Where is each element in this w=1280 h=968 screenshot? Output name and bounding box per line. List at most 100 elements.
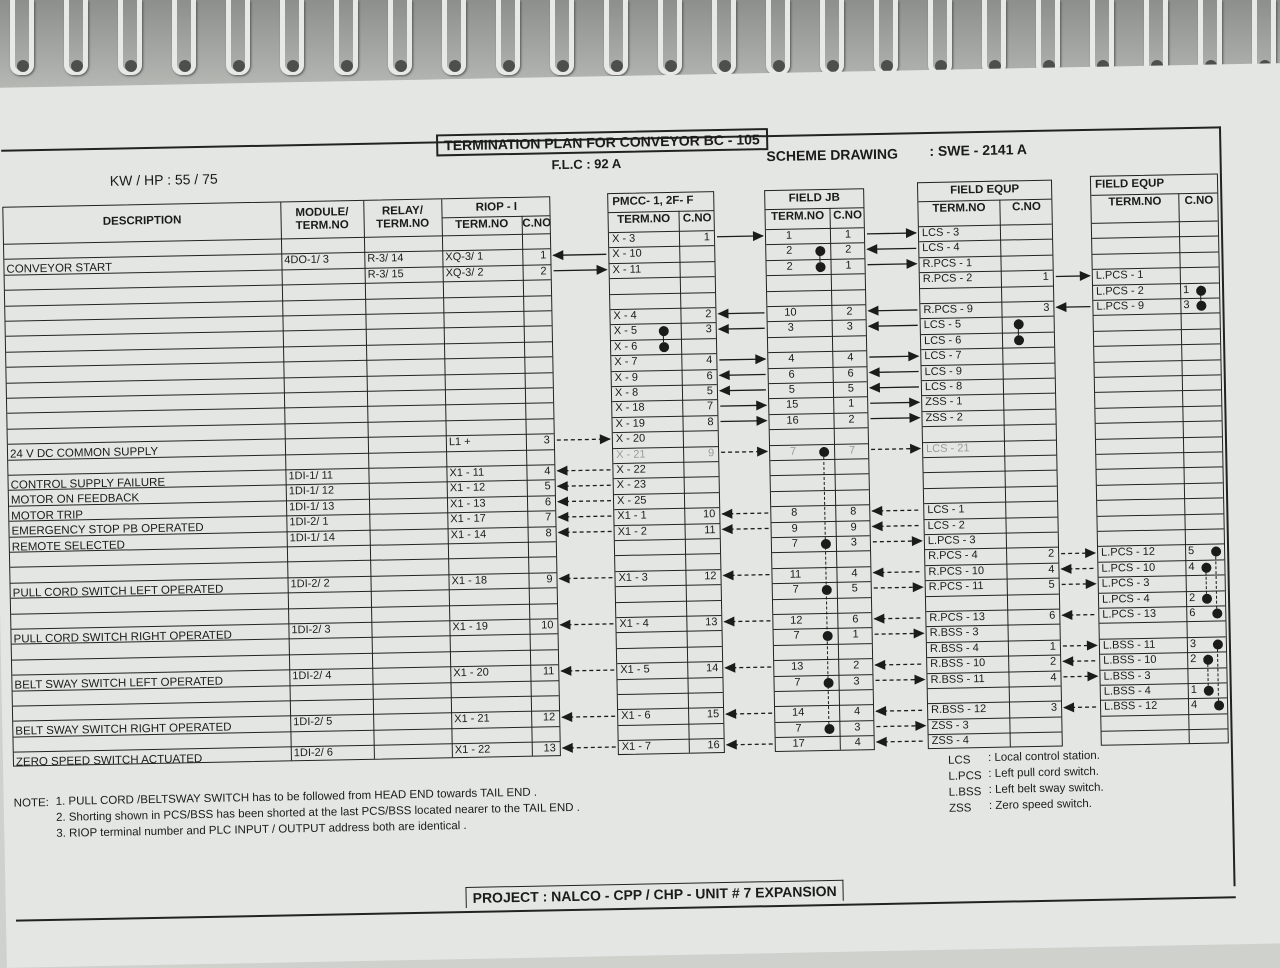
connection-arrow bbox=[720, 415, 768, 426]
connection-arrow bbox=[875, 706, 926, 717]
legend-abbr: ZSS bbox=[948, 802, 972, 815]
arrow-line bbox=[1061, 567, 1096, 570]
connection-arrow bbox=[870, 397, 921, 408]
arrow-head bbox=[718, 370, 730, 381]
connection-arrow bbox=[873, 582, 924, 593]
arrow-head bbox=[873, 613, 885, 624]
arrow-head bbox=[1055, 302, 1067, 313]
arrow-head bbox=[722, 570, 734, 581]
arrow-head bbox=[552, 250, 564, 261]
arrow-head bbox=[559, 619, 571, 630]
connection-arrow bbox=[723, 616, 771, 627]
legend-abbr: L.BSS bbox=[948, 786, 982, 799]
arrow-head bbox=[875, 736, 887, 747]
connection-arrow bbox=[1061, 548, 1097, 559]
arrow-head bbox=[1085, 578, 1097, 589]
binding-ring bbox=[334, 0, 358, 75]
binding-hole bbox=[719, 60, 731, 72]
arrow-line bbox=[1063, 660, 1098, 663]
arrow-head bbox=[1060, 563, 1072, 574]
connection-arrow bbox=[553, 264, 608, 275]
arrow-head bbox=[558, 573, 570, 584]
connection-arrow bbox=[722, 570, 770, 581]
arrow-head bbox=[1087, 671, 1099, 682]
arrow-head bbox=[1085, 548, 1097, 559]
legend-meaning: : Zero speed switch. bbox=[988, 797, 1092, 812]
connection-arrow bbox=[558, 573, 613, 584]
binding-ring bbox=[442, 0, 466, 75]
connection-arrow bbox=[1062, 640, 1098, 651]
connection-arrow bbox=[556, 434, 611, 445]
arrow-head bbox=[596, 264, 608, 275]
connection-arrow bbox=[720, 400, 768, 411]
binding-ring bbox=[658, 0, 682, 75]
binding-hole bbox=[881, 60, 893, 72]
binding-hole bbox=[287, 60, 299, 72]
arrow-head bbox=[913, 628, 925, 639]
arrow-head bbox=[875, 706, 887, 717]
arrow-head bbox=[1086, 640, 1098, 651]
connection-arrow bbox=[725, 708, 773, 719]
connection-arrow bbox=[871, 505, 922, 516]
notes-label: NOTE: bbox=[13, 797, 49, 810]
binding-hole bbox=[449, 60, 461, 72]
arrow-head bbox=[556, 481, 568, 492]
arrow-head bbox=[871, 521, 883, 532]
connection-arrow bbox=[1060, 563, 1096, 574]
connection-arrow bbox=[874, 659, 925, 670]
arrow-head bbox=[1079, 271, 1091, 282]
binding-hole bbox=[125, 60, 137, 72]
connection-arrow bbox=[719, 354, 767, 365]
connection-arrow bbox=[1063, 702, 1099, 713]
connection-arrow bbox=[721, 508, 769, 519]
binding-hole bbox=[503, 60, 515, 72]
arrow-head bbox=[906, 258, 918, 269]
arrow-head bbox=[561, 712, 573, 723]
arrow-head bbox=[909, 397, 921, 408]
binding-ring bbox=[496, 0, 520, 75]
connection-arrow bbox=[866, 228, 917, 239]
arrow-head bbox=[556, 465, 568, 476]
arrow-head bbox=[912, 582, 924, 593]
arrow-head bbox=[561, 742, 573, 753]
arrow-line bbox=[1062, 613, 1097, 616]
binding-ring bbox=[712, 0, 736, 75]
arrow-head bbox=[723, 616, 735, 627]
arrow-head bbox=[868, 367, 880, 378]
binding-hole bbox=[71, 60, 83, 72]
legend-meaning: : Local control station. bbox=[987, 749, 1101, 764]
arrow-head bbox=[757, 446, 769, 457]
arrow-line bbox=[874, 632, 924, 635]
connection-arrow bbox=[867, 258, 918, 269]
binding-hole bbox=[233, 60, 245, 72]
arrow-head bbox=[1063, 702, 1075, 713]
connection-arrow bbox=[867, 305, 918, 316]
arrow-line bbox=[1064, 706, 1099, 709]
arrow-head bbox=[717, 308, 729, 319]
legend-abbr: LCS bbox=[947, 754, 971, 767]
binding-hole bbox=[773, 60, 785, 72]
arrow-line bbox=[875, 678, 925, 682]
connection-arrow bbox=[725, 739, 773, 750]
binding-ring bbox=[550, 0, 574, 75]
arrow-head bbox=[905, 228, 917, 239]
binding-ring bbox=[118, 0, 142, 75]
arrow-line bbox=[871, 447, 921, 451]
arrow-head bbox=[718, 385, 731, 396]
binding-ring bbox=[172, 0, 196, 75]
arrow-head bbox=[871, 505, 883, 516]
connection-arrow bbox=[718, 370, 766, 381]
binding-ring bbox=[604, 0, 628, 75]
connection-arrow bbox=[717, 308, 765, 319]
drawing-sheet: TERMINATION PLAN FOR CONVEYOR BC - 105 F… bbox=[0, 63, 1280, 968]
arrow-head bbox=[721, 524, 733, 535]
connection-arrow bbox=[869, 351, 920, 362]
arrow-head bbox=[724, 662, 736, 673]
arrow-head bbox=[756, 415, 768, 426]
connection-arrow bbox=[866, 244, 917, 255]
connection-arrow bbox=[718, 385, 766, 396]
arrow-head bbox=[725, 708, 737, 719]
binding-hole bbox=[341, 60, 353, 72]
connection-arrow bbox=[1055, 302, 1091, 313]
